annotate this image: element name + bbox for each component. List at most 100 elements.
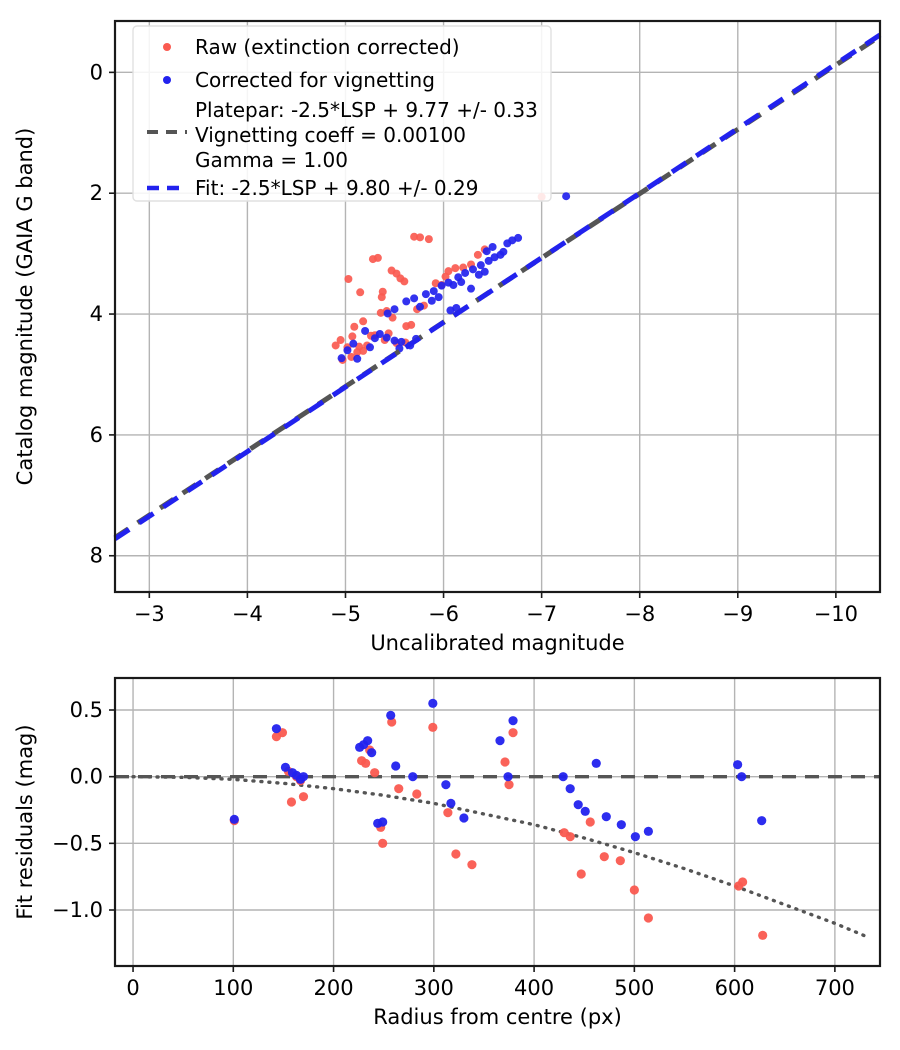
- x-tick-label: 400: [514, 976, 554, 1000]
- data-point: [337, 354, 346, 363]
- data-point: [580, 806, 590, 816]
- data-point: [396, 274, 405, 283]
- data-point: [350, 322, 359, 331]
- x-tick-label: 200: [314, 976, 354, 1000]
- x-tick-label: 700: [815, 976, 855, 1000]
- data-point: [441, 272, 450, 281]
- data-point: [443, 808, 453, 818]
- data-point: [424, 235, 433, 244]
- x-tick-label: −9: [722, 602, 753, 626]
- x-tick-label: −5: [330, 602, 361, 626]
- data-point: [504, 780, 514, 790]
- data-point: [271, 724, 282, 734]
- data-point: [366, 343, 374, 352]
- data-point: [402, 322, 411, 331]
- data-point: [427, 296, 436, 305]
- data-point: [402, 297, 411, 306]
- legend-label-fit: Fit: -2.5*LSP + 9.80 +/- 0.29: [195, 176, 478, 200]
- data-point: [738, 877, 748, 887]
- data-point: [378, 287, 387, 296]
- y-tick-label: 2: [90, 181, 103, 205]
- data-point: [373, 253, 382, 262]
- data-point: [476, 261, 485, 270]
- data-point: [386, 710, 396, 720]
- y-tick-label: −1.0: [52, 898, 103, 922]
- y-tick-label: 0.0: [70, 765, 103, 789]
- data-point: [376, 308, 385, 317]
- data-point: [585, 817, 595, 827]
- data-point: [410, 232, 419, 241]
- data-point: [599, 852, 609, 862]
- legend-background: [132, 25, 552, 202]
- legend-label-vignetting-coeff: Vignetting coeff = 0.00100: [195, 123, 466, 147]
- data-point: [429, 287, 438, 296]
- data-point: [449, 281, 458, 290]
- data-point: [616, 820, 626, 830]
- data-point: [468, 265, 477, 274]
- y-tick-label: −0.5: [52, 831, 103, 855]
- y-tick-label: 8: [90, 544, 103, 568]
- legend-marker-raw: [163, 43, 171, 51]
- data-point: [615, 856, 625, 866]
- data-point: [488, 242, 497, 251]
- upper-series-raw: [331, 192, 546, 364]
- data-point: [397, 337, 406, 346]
- data-point: [558, 772, 568, 782]
- data-point: [428, 698, 438, 708]
- data-point: [421, 290, 430, 299]
- lower-axis-frame: [113, 676, 882, 968]
- data-point: [441, 780, 451, 790]
- data-point: [348, 332, 357, 341]
- data-point: [229, 814, 239, 824]
- lower-panel: 0 100 200 300 400 500 600 700 0.5 0.0 −0.5 −1.0 Radi…: [13, 676, 882, 1029]
- data-point: [591, 758, 601, 768]
- data-point: [353, 354, 362, 363]
- data-point: [437, 281, 446, 290]
- x-tick-label: −10: [814, 602, 858, 626]
- y-tick-label: 0: [90, 60, 103, 84]
- data-point: [344, 275, 353, 284]
- data-point: [758, 930, 768, 940]
- data-point: [359, 317, 368, 326]
- data-point: [508, 728, 518, 738]
- data-point: [503, 772, 513, 782]
- legend-label-gamma: Gamma = 1.00: [195, 148, 348, 172]
- lower-x-axis-label: Radius from centre (px): [373, 1005, 622, 1029]
- data-point: [412, 789, 422, 799]
- data-point: [390, 305, 399, 314]
- data-point: [349, 339, 358, 348]
- data-point: [331, 341, 340, 350]
- legend-label-raw: Raw (extinction corrected): [195, 35, 460, 59]
- data-point: [391, 761, 401, 771]
- data-point: [630, 832, 640, 842]
- data-point: [643, 913, 653, 923]
- data-point: [394, 784, 404, 794]
- vignetting-model-line: [131, 774, 872, 940]
- legend-marker-corrected: [163, 76, 171, 84]
- data-point: [565, 784, 575, 794]
- x-tick-label: −6: [428, 602, 459, 626]
- upper-axis-frame: [113, 19, 882, 594]
- upper-y-axis-label: Catalog magnitude (GAIA G band): [13, 128, 37, 486]
- data-point: [367, 748, 377, 758]
- data-point: [428, 722, 438, 732]
- data-point: [356, 288, 365, 297]
- lower-series-corrected: [229, 698, 767, 842]
- lower-series-raw: [229, 717, 768, 940]
- x-tick-label: 300: [414, 976, 454, 1000]
- data-point: [416, 302, 425, 311]
- lower-y-axis-label: Fit residuals (mag): [13, 724, 37, 919]
- data-point: [474, 270, 483, 279]
- data-point: [378, 838, 388, 848]
- data-point: [467, 284, 476, 293]
- legend-label-platepar: Platepar: -2.5*LSP + 9.77 +/- 0.33: [195, 98, 538, 122]
- data-point: [383, 309, 392, 318]
- data-point: [500, 757, 510, 767]
- data-point: [484, 256, 493, 265]
- data-point: [416, 233, 425, 242]
- data-point: [408, 772, 418, 782]
- lower-gridlines: [115, 678, 880, 966]
- data-point: [737, 772, 747, 782]
- data-point: [461, 268, 470, 277]
